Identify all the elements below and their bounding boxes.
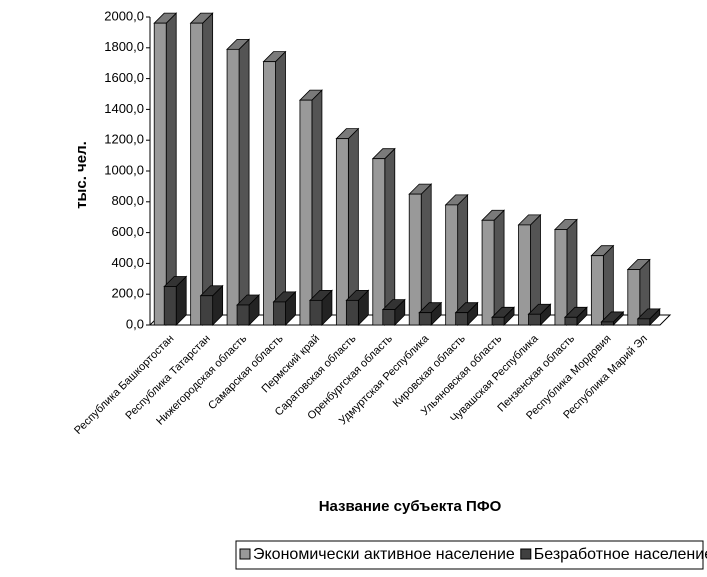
bar — [226, 38, 251, 326]
bar — [454, 301, 479, 326]
bar-front — [418, 312, 432, 326]
bar-front — [335, 138, 349, 326]
bar-front — [554, 229, 568, 326]
bar — [517, 213, 542, 326]
bar-front — [236, 304, 250, 326]
bar — [153, 12, 178, 326]
bar-front — [372, 158, 386, 326]
bar — [408, 183, 433, 326]
bar — [626, 258, 651, 326]
bar — [381, 298, 406, 326]
bar-front — [163, 286, 177, 326]
y-tick-label: 1400,0 — [104, 101, 144, 116]
bar-front — [408, 193, 422, 326]
y-tick-label: 2000,0 — [104, 8, 144, 23]
bar — [345, 289, 370, 326]
bar-side — [238, 38, 250, 326]
bar-front — [590, 255, 604, 326]
y-tick-label: 1600,0 — [104, 70, 144, 85]
bar-front — [627, 269, 641, 326]
y-axis-title: тыс. чел. — [73, 141, 90, 209]
bar — [600, 310, 625, 326]
bar-front — [345, 299, 359, 326]
y-tick-label: 0,0 — [126, 316, 144, 331]
bar-front — [309, 299, 323, 326]
bar — [371, 147, 396, 326]
bar-front — [491, 316, 505, 326]
bar-front — [445, 204, 459, 326]
bar-front — [481, 219, 495, 326]
bar-front — [273, 301, 286, 326]
bar-front — [518, 224, 531, 326]
y-tick-label: 1200,0 — [104, 132, 144, 147]
bar-front — [382, 309, 396, 326]
bar — [590, 244, 615, 326]
y-tick-label: 800,0 — [111, 193, 144, 208]
bar — [298, 89, 323, 326]
bar-front — [299, 99, 313, 326]
bar-front — [226, 48, 240, 326]
legend-swatch — [520, 548, 532, 560]
y-tick-label: 200,0 — [111, 286, 144, 301]
y-tick-label: 1000,0 — [104, 162, 144, 177]
bar-side — [202, 12, 214, 326]
bar-front — [263, 61, 276, 326]
bar-front — [637, 318, 651, 326]
bar-side — [275, 50, 286, 326]
bar — [335, 127, 360, 326]
bar — [199, 284, 224, 326]
legend-label: Безработное население — [534, 546, 707, 563]
bar — [563, 306, 588, 326]
bar-side — [311, 89, 323, 326]
bar — [418, 301, 443, 326]
bar — [262, 50, 287, 326]
bar — [553, 218, 578, 326]
bar-front — [190, 22, 204, 326]
bar — [308, 289, 333, 326]
bar — [491, 306, 516, 326]
bar — [272, 290, 297, 326]
legend-label: Экономически активное население — [253, 546, 515, 563]
bar-front — [455, 312, 469, 326]
bar — [636, 307, 661, 326]
bar — [444, 193, 469, 326]
bar-front — [528, 313, 541, 326]
bar-front — [564, 316, 578, 326]
legend-swatch — [239, 548, 251, 560]
bar — [481, 209, 506, 326]
bar-side — [384, 147, 396, 326]
bar-front — [153, 22, 167, 326]
y-tick-label: 600,0 — [111, 224, 144, 239]
x-axis-title: Название субъекта ПФО — [319, 498, 502, 515]
y-tick-label: 1800,0 — [104, 39, 144, 54]
bar-front — [600, 321, 614, 326]
legend-box — [235, 540, 704, 570]
bar — [163, 275, 188, 326]
bar — [527, 303, 552, 326]
bar-front — [200, 295, 214, 326]
y-tick-label: 400,0 — [111, 255, 144, 270]
bar — [236, 294, 261, 326]
bar — [189, 12, 214, 326]
